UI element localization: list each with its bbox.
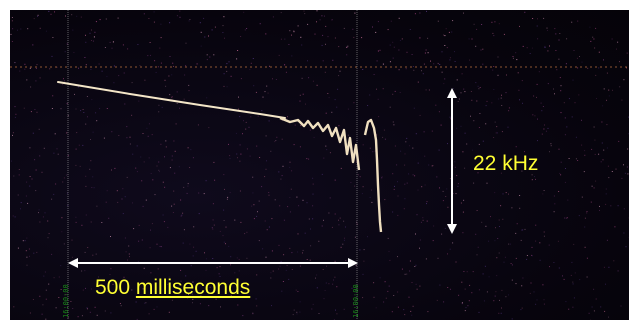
time-span-unit: milliseconds bbox=[135, 276, 251, 299]
frequency-arrow bbox=[447, 88, 457, 234]
frequency-span-label: 22 kHz bbox=[473, 152, 539, 175]
spectrogram-canvas bbox=[10, 10, 629, 320]
time-span-label: 500 milliseconds bbox=[95, 277, 250, 298]
time-span-value: 500 bbox=[95, 276, 131, 299]
background-noise bbox=[10, 10, 629, 320]
time-arrow bbox=[68, 258, 358, 268]
signal-trace-vertical-fall bbox=[363, 118, 383, 233]
time-tick-left: 16:00:00 bbox=[62, 284, 70, 318]
spectrogram-panel: 16:00:00 16:00:00 bbox=[10, 10, 629, 320]
time-tick-right: 16:00:00 bbox=[352, 284, 360, 318]
signal-trace-burst bbox=[279, 116, 361, 171]
signal-trace-descending bbox=[57, 81, 286, 119]
